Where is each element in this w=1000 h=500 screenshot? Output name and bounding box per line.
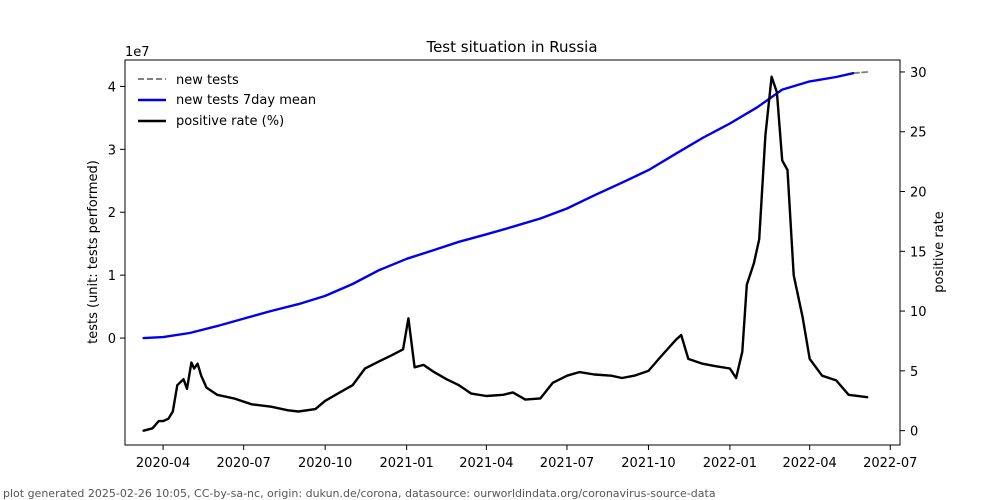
left-tick-label: 0: [108, 332, 116, 347]
right-axis-label: positive rate: [932, 211, 947, 293]
legend: new tests new tests 7day mean positive r…: [138, 73, 316, 129]
x-tick-label: 2022-07: [863, 456, 917, 471]
right-tick-label: 5: [910, 365, 918, 380]
left-axis: 0 1 2 3 4: [108, 80, 125, 347]
x-axis: 2020-04 2020-07 2020-10 2021-01 2021-04 2021-…: [136, 445, 917, 471]
left-tick-label: 4: [108, 80, 116, 95]
right-axis: 0 5 10 15 20 25 30: [900, 66, 927, 440]
right-tick-label: 10: [910, 305, 927, 320]
x-tick-label: 2021-10: [621, 456, 675, 471]
x-tick-label: 2020-10: [298, 456, 352, 471]
x-tick-label: 2020-07: [217, 456, 271, 471]
right-tick-label: 0: [910, 425, 918, 440]
chart-title: Test situation in Russia: [425, 38, 597, 56]
series-layer: [142, 71, 869, 432]
right-tick-label: 25: [910, 126, 927, 141]
x-tick-label: 2021-01: [379, 456, 433, 471]
footer-credit: plot generated 2025-02-26 10:05, CC-by-s…: [3, 487, 716, 500]
right-tick-label: 20: [910, 186, 927, 201]
plot-frame: [124, 59, 901, 446]
left-tick-label: 2: [108, 206, 116, 221]
legend-label-7day-mean: new tests 7day mean: [176, 93, 316, 108]
x-tick-label: 2021-07: [540, 456, 594, 471]
series-line-2: [142, 75, 869, 432]
series-line-0: [852, 71, 869, 75]
left-tick-label: 1: [108, 269, 116, 284]
legend-label-positive-rate: positive rate (%): [176, 114, 284, 129]
left-tick-label: 3: [108, 143, 116, 158]
left-axis-multiplier: 1e7: [125, 45, 150, 60]
series-line-1: [142, 71, 855, 340]
right-tick-label: 15: [910, 245, 927, 260]
x-tick-label: 2022-01: [703, 456, 757, 471]
right-tick-label: 30: [910, 66, 927, 81]
x-tick-label: 2021-04: [459, 456, 513, 471]
x-tick-label: 2022-04: [782, 456, 836, 471]
legend-label-new-tests: new tests: [176, 73, 239, 88]
x-tick-label: 2020-04: [136, 456, 190, 471]
left-axis-label: tests (unit: tests performed): [86, 160, 101, 344]
